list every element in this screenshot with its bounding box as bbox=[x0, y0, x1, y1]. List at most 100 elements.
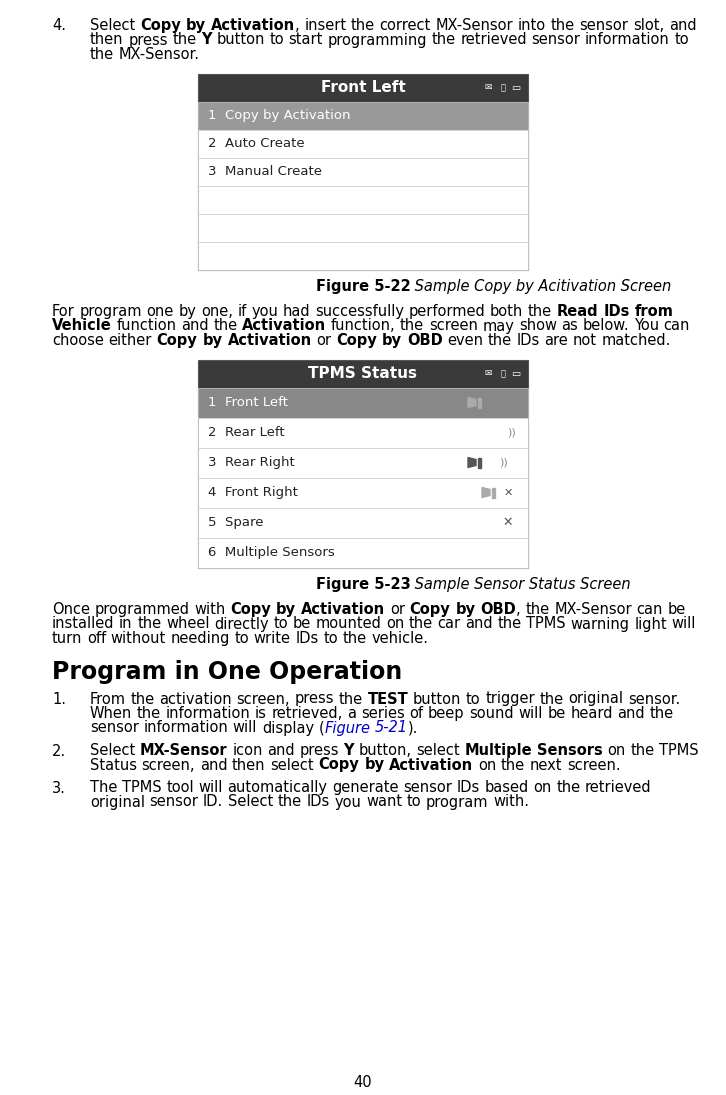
Text: Copy: Copy bbox=[140, 18, 181, 33]
Text: will: will bbox=[672, 616, 696, 632]
Text: Figure 5-22: Figure 5-22 bbox=[316, 279, 410, 295]
Text: Sample Sensor Status Screen: Sample Sensor Status Screen bbox=[410, 577, 631, 592]
Text: correct: correct bbox=[380, 18, 431, 33]
Text: on: on bbox=[478, 758, 497, 772]
Text: display: display bbox=[262, 721, 314, 736]
Bar bbox=[198, 417, 528, 448]
Text: the: the bbox=[172, 33, 196, 47]
Text: both: both bbox=[490, 304, 523, 319]
Text: of: of bbox=[409, 706, 423, 721]
Text: Figure: Figure bbox=[325, 721, 370, 736]
Bar bbox=[198, 158, 528, 185]
Text: below.: below. bbox=[583, 319, 629, 334]
Text: and: and bbox=[200, 758, 227, 772]
Text: IDs: IDs bbox=[517, 333, 540, 348]
Text: light: light bbox=[635, 616, 667, 632]
Text: the: the bbox=[630, 744, 655, 758]
Text: screen.: screen. bbox=[567, 758, 621, 772]
Text: by: by bbox=[455, 602, 476, 616]
Bar bbox=[198, 477, 528, 507]
Polygon shape bbox=[478, 458, 481, 468]
Text: When: When bbox=[90, 706, 132, 721]
Text: vehicle.: vehicle. bbox=[372, 631, 428, 646]
Text: The: The bbox=[90, 780, 118, 795]
Text: to: to bbox=[407, 795, 421, 809]
Text: or: or bbox=[317, 333, 331, 348]
Text: the: the bbox=[339, 692, 363, 706]
Text: IDs: IDs bbox=[603, 304, 629, 319]
Text: )): )) bbox=[499, 397, 508, 407]
Text: ✕: ✕ bbox=[502, 516, 513, 529]
Text: with: with bbox=[195, 602, 226, 616]
Text: in: in bbox=[119, 616, 133, 632]
Text: to: to bbox=[323, 631, 338, 646]
Text: sensor: sensor bbox=[90, 721, 139, 736]
Text: Figure 5-23: Figure 5-23 bbox=[316, 577, 410, 592]
Text: Activation: Activation bbox=[227, 333, 311, 348]
Text: information: information bbox=[144, 721, 228, 736]
Text: or: or bbox=[390, 602, 405, 616]
Text: warning: warning bbox=[571, 616, 629, 632]
Text: screen,: screen, bbox=[237, 692, 290, 706]
Polygon shape bbox=[482, 487, 490, 497]
Text: Multiple: Multiple bbox=[465, 744, 532, 758]
Text: 3.: 3. bbox=[52, 781, 66, 796]
Text: be: be bbox=[667, 602, 686, 616]
Text: program: program bbox=[79, 304, 142, 319]
Text: function: function bbox=[116, 319, 176, 334]
Text: select: select bbox=[416, 744, 460, 758]
Text: not: not bbox=[573, 333, 597, 348]
Text: sound: sound bbox=[469, 706, 514, 721]
Text: Vehicle: Vehicle bbox=[52, 319, 112, 334]
Text: had: had bbox=[282, 304, 311, 319]
Text: Y: Y bbox=[201, 33, 211, 47]
Text: )): )) bbox=[507, 427, 516, 438]
Text: ).: ). bbox=[408, 721, 418, 736]
Text: either: either bbox=[108, 333, 152, 348]
Text: the: the bbox=[137, 706, 161, 721]
Text: ID.: ID. bbox=[203, 795, 224, 809]
Text: by: by bbox=[179, 304, 196, 319]
Text: into: into bbox=[518, 18, 546, 33]
Text: can: can bbox=[637, 602, 663, 616]
Text: by: by bbox=[203, 333, 222, 348]
Text: off: off bbox=[87, 631, 106, 646]
Text: on: on bbox=[534, 780, 552, 795]
Text: as: as bbox=[561, 319, 578, 334]
Text: the: the bbox=[550, 18, 575, 33]
Text: to: to bbox=[269, 33, 284, 47]
Text: series: series bbox=[361, 706, 405, 721]
Text: and: and bbox=[267, 744, 295, 758]
Text: by: by bbox=[276, 602, 296, 616]
Text: tool: tool bbox=[166, 780, 194, 795]
Text: one: one bbox=[147, 304, 174, 319]
Text: the: the bbox=[497, 616, 522, 632]
Text: icon: icon bbox=[232, 744, 263, 758]
Text: Copy: Copy bbox=[230, 602, 271, 616]
Text: the: the bbox=[526, 602, 550, 616]
Text: you: you bbox=[335, 795, 362, 809]
Bar bbox=[198, 242, 528, 269]
Text: to: to bbox=[674, 33, 689, 47]
Text: sensor: sensor bbox=[403, 780, 452, 795]
Text: the: the bbox=[488, 333, 512, 348]
Text: will: will bbox=[233, 721, 257, 736]
Text: IDs: IDs bbox=[295, 631, 319, 646]
Text: even: even bbox=[447, 333, 484, 348]
Text: the: the bbox=[528, 304, 552, 319]
Text: MX-Sensor: MX-Sensor bbox=[140, 744, 227, 758]
Text: car: car bbox=[438, 616, 461, 632]
Text: (: ( bbox=[319, 721, 325, 736]
Text: the: the bbox=[278, 795, 302, 809]
Text: Copy: Copy bbox=[157, 333, 197, 348]
Text: retrieved: retrieved bbox=[585, 780, 652, 795]
Text: want: want bbox=[366, 795, 402, 809]
Text: the: the bbox=[409, 616, 433, 632]
Text: Activation: Activation bbox=[242, 319, 326, 334]
Text: without: without bbox=[111, 631, 166, 646]
Text: information: information bbox=[166, 706, 250, 721]
Text: 2.: 2. bbox=[52, 744, 66, 759]
Text: press: press bbox=[128, 33, 168, 47]
Text: start: start bbox=[288, 33, 323, 47]
Text: IDs: IDs bbox=[457, 780, 480, 795]
